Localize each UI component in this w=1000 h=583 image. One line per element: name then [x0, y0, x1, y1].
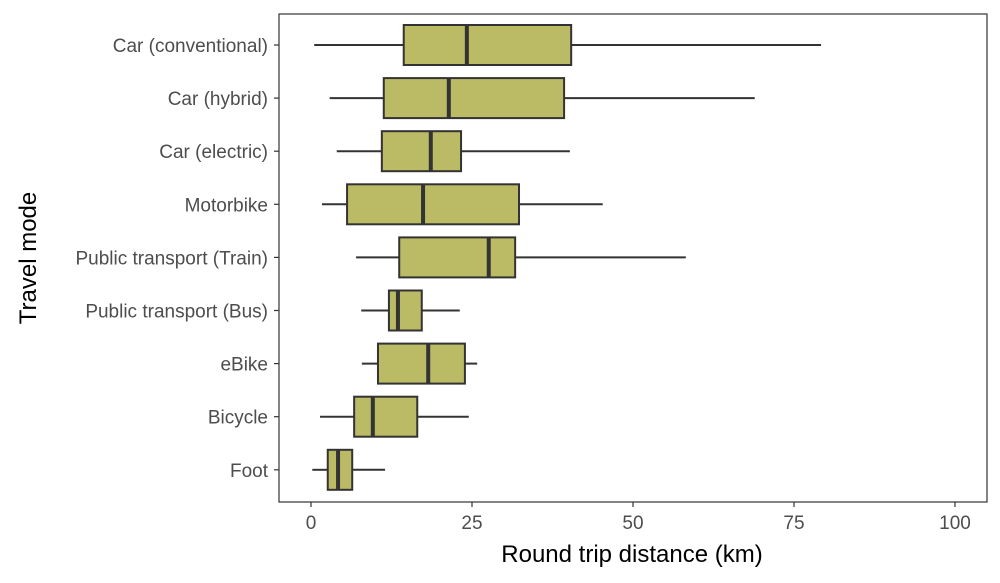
y-tick-label: Car (conventional) — [113, 36, 268, 57]
x-tick-label: 0 — [306, 513, 317, 534]
box-5 — [361, 289, 460, 332]
box-4 — [356, 236, 686, 279]
y-tick-label: Public transport (Train) — [75, 248, 268, 269]
y-tick-label: Car (electric) — [159, 142, 268, 163]
y-tick-label: Car (hybrid) — [168, 89, 268, 110]
iqr-box — [387, 289, 423, 332]
iqr-box — [353, 395, 419, 438]
iqr-box — [402, 24, 573, 66]
box-3 — [321, 183, 603, 226]
x-tick-label: 75 — [783, 513, 804, 534]
box-7 — [320, 395, 469, 438]
x-tick-label: 25 — [461, 513, 482, 534]
box-1 — [329, 77, 755, 120]
y-tick-label: Motorbike — [185, 195, 268, 216]
x-axis-title: Round trip distance (km) — [501, 541, 762, 568]
boxes-layer — [312, 24, 822, 491]
box-2 — [336, 130, 570, 173]
x-tick-label: 100 — [939, 513, 971, 534]
y-axis: Car (conventional) Car (hybrid) Car (elect… — [75, 36, 279, 482]
y-axis-title: Travel mode — [15, 192, 42, 325]
x-tick-label: 50 — [622, 513, 643, 534]
box-0 — [314, 24, 822, 66]
y-tick-label: Public transport (Bus) — [85, 302, 268, 323]
iqr-box — [346, 183, 521, 226]
iqr-box — [380, 130, 463, 173]
y-tick-label: Bicycle — [208, 408, 268, 429]
iqr-box — [398, 236, 517, 279]
iqr-box — [376, 342, 466, 385]
box-6 — [361, 342, 478, 385]
box-8 — [312, 448, 386, 491]
iqr-box — [382, 77, 566, 120]
y-tick-label: Foot — [230, 461, 269, 482]
x-axis: 0 25 50 75 100 — [306, 502, 971, 534]
y-tick-label: eBike — [220, 355, 268, 376]
